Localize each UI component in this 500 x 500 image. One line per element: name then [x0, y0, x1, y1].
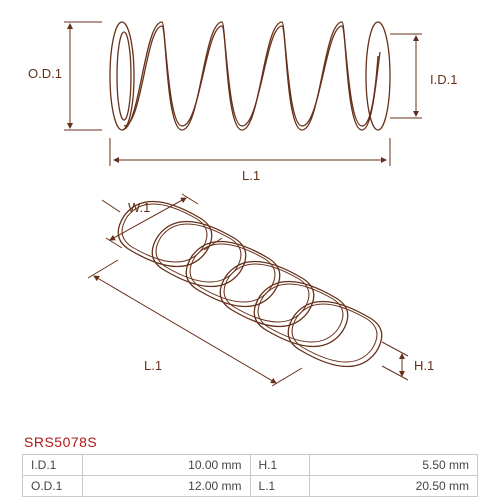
cell-k: O.D.1	[23, 476, 83, 497]
label-w1: W.1	[128, 200, 150, 215]
label-l1-iso: L.1	[144, 358, 162, 373]
spec-table: I.D.1 10.00 mm H.1 5.50 mm O.D.1 12.00 m…	[22, 454, 478, 497]
side-view	[64, 22, 422, 166]
cell-v: 12.00 mm	[82, 476, 250, 497]
cell-k: H.1	[250, 455, 310, 476]
cell-v: 10.00 mm	[82, 455, 250, 476]
table-row: I.D.1 10.00 mm H.1 5.50 mm	[23, 455, 478, 476]
cell-v: 5.50 mm	[310, 455, 478, 476]
label-od1: O.D.1	[28, 66, 62, 81]
label-h1: H.1	[414, 358, 434, 373]
cell-k: I.D.1	[23, 455, 83, 476]
cell-v: 20.50 mm	[310, 476, 478, 497]
label-l1-side: L.1	[242, 168, 260, 183]
cell-k: L.1	[250, 476, 310, 497]
iso-view	[88, 194, 408, 386]
part-number: SRS5078S	[24, 434, 97, 450]
label-id1: I.D.1	[430, 72, 457, 87]
table-row: O.D.1 12.00 mm L.1 20.50 mm	[23, 476, 478, 497]
